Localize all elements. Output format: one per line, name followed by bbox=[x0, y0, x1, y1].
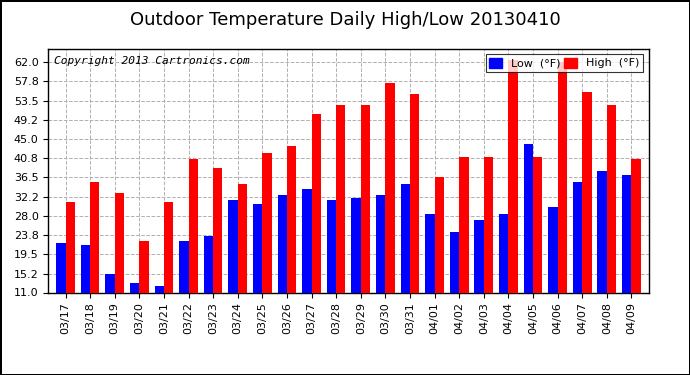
Text: Copyright 2013 Cartronics.com: Copyright 2013 Cartronics.com bbox=[55, 56, 250, 66]
Bar bbox=[425, 213, 435, 292]
Bar bbox=[164, 202, 173, 292]
Bar bbox=[130, 284, 139, 292]
Bar bbox=[475, 220, 484, 292]
Bar bbox=[179, 241, 188, 292]
Bar bbox=[558, 62, 567, 292]
Bar bbox=[549, 207, 558, 292]
Bar bbox=[262, 153, 272, 292]
Bar bbox=[385, 82, 395, 292]
Bar bbox=[90, 182, 99, 292]
Bar bbox=[499, 213, 509, 292]
Bar bbox=[238, 184, 247, 292]
Bar bbox=[139, 241, 148, 292]
Legend: Low  (°F), High  (°F): Low (°F), High (°F) bbox=[486, 54, 643, 72]
Bar bbox=[484, 157, 493, 292]
Bar bbox=[509, 60, 518, 292]
Bar bbox=[622, 175, 631, 292]
Bar bbox=[287, 146, 296, 292]
Bar bbox=[524, 144, 533, 292]
Bar bbox=[253, 204, 262, 292]
Bar bbox=[631, 159, 641, 292]
Bar bbox=[336, 105, 346, 292]
Bar bbox=[573, 182, 582, 292]
Bar bbox=[155, 286, 164, 292]
Bar bbox=[277, 195, 287, 292]
Bar bbox=[312, 114, 321, 292]
Bar bbox=[66, 202, 75, 292]
Bar bbox=[115, 193, 124, 292]
Bar bbox=[533, 157, 542, 292]
Bar bbox=[106, 274, 115, 292]
Bar bbox=[81, 245, 90, 292]
Bar bbox=[459, 157, 469, 292]
Bar bbox=[213, 168, 222, 292]
Bar bbox=[450, 231, 459, 292]
Bar bbox=[204, 236, 213, 292]
Bar bbox=[188, 159, 198, 292]
Bar bbox=[401, 184, 410, 292]
Bar bbox=[598, 171, 607, 292]
Bar bbox=[607, 105, 616, 292]
Bar bbox=[361, 105, 370, 292]
Bar bbox=[302, 189, 312, 292]
Bar bbox=[327, 200, 336, 292]
Bar bbox=[56, 243, 66, 292]
Bar bbox=[351, 198, 361, 292]
Text: Outdoor Temperature Daily High/Low 20130410: Outdoor Temperature Daily High/Low 20130… bbox=[130, 11, 560, 29]
Bar bbox=[582, 92, 591, 292]
Bar bbox=[435, 177, 444, 292]
Bar bbox=[376, 195, 385, 292]
Bar bbox=[228, 200, 238, 292]
Bar bbox=[410, 94, 420, 292]
